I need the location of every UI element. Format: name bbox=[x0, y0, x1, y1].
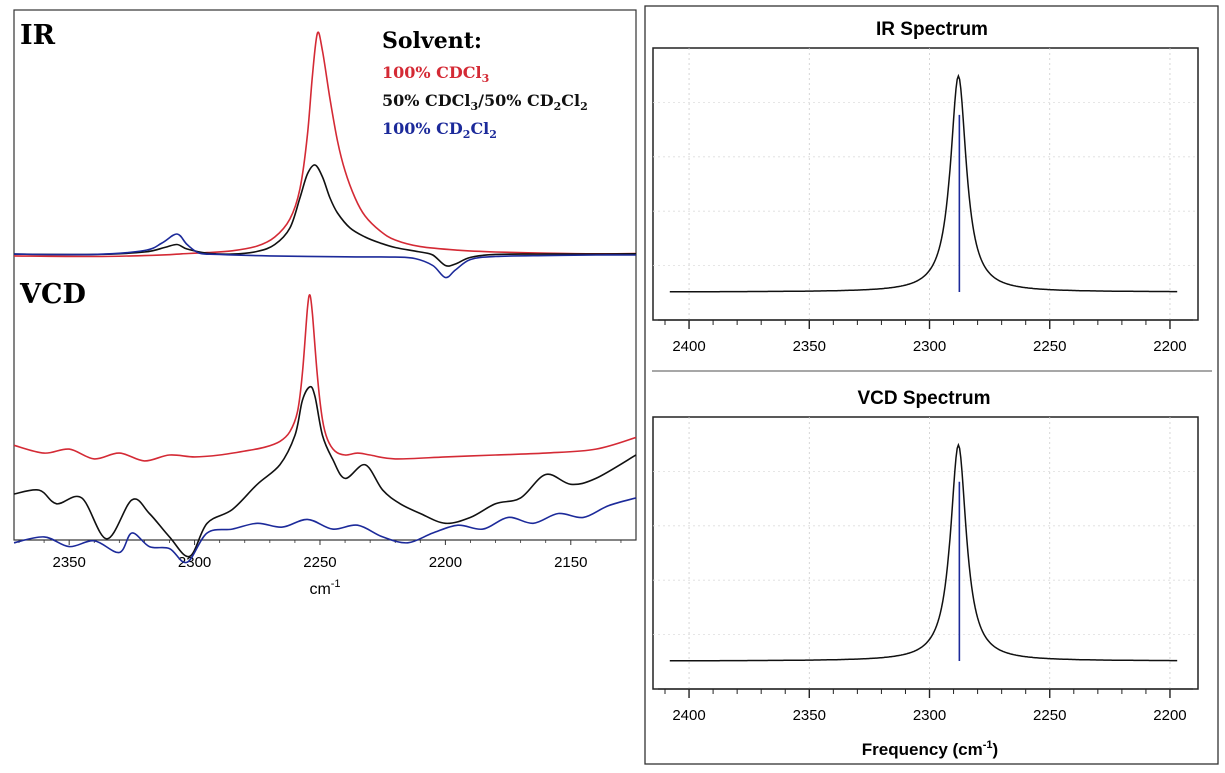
legend-entry-mixture-text: 50% CDCl bbox=[382, 91, 470, 110]
computed-x-axis-label: Frequency (cm-1) bbox=[862, 739, 998, 759]
computed-ir-chart: IR Spectrum 2400 2350 2300 2250 2200 bbox=[652, 19, 1199, 355]
computed-vcd-x-tick-label: 2400 bbox=[672, 707, 705, 724]
computed-vcd-title: VCD Spectrum bbox=[857, 388, 990, 409]
experimental-x-tick-label: 2300 bbox=[178, 554, 211, 571]
computed-vcd-plot-frame bbox=[652, 416, 1199, 690]
computed-vcd-spectrum-line bbox=[669, 442, 1178, 662]
computed-ir-curves bbox=[669, 73, 1178, 293]
experimental-vcd-series-line bbox=[13, 497, 637, 564]
computed-vcd-x-tick-label: 2300 bbox=[913, 707, 946, 724]
experimental-x-axis-label: cm-1 bbox=[309, 578, 340, 598]
experimental-vcd-series-line bbox=[13, 294, 637, 462]
computed-ir-x-tick-label: 2300 bbox=[913, 338, 946, 355]
experimental-plot-frame bbox=[13, 9, 637, 541]
solvent-legend: Solvent: 100% CDCl3 50% CDCl3/50% CD2Cl2… bbox=[382, 28, 588, 141]
experimental-x-axis-label-text: cm bbox=[309, 581, 330, 598]
legend-entry-mixture-sub3: 2 bbox=[580, 100, 588, 113]
legend-entry-mixture-sub2: 2 bbox=[554, 100, 562, 113]
experimental-x-tick-label: 2150 bbox=[554, 554, 587, 571]
computed-vcd-curves bbox=[669, 442, 1178, 662]
computed-panel: IR Spectrum 2400 2350 2300 2250 2200 VCD Spe… bbox=[644, 5, 1219, 765]
computed-ir-x-tick-label: 2350 bbox=[793, 338, 826, 355]
legend-entry-cd2cl2-tail: Cl bbox=[470, 119, 489, 138]
computed-ir-x-ticks: 2400 2350 2300 2250 2200 bbox=[658, 319, 1193, 355]
computed-ir-x-tick-label: 2250 bbox=[1033, 338, 1066, 355]
computed-vcd-chart: VCD Spectrum 2400 2350 2300 2250 2200 Freque… bbox=[652, 388, 1199, 759]
computed-vcd-x-ticks: 2400 2350 2300 2250 2200 bbox=[658, 688, 1193, 724]
legend-entry-cdcl3-sub: 3 bbox=[482, 72, 490, 85]
legend-entry-cd2cl2-sub1: 2 bbox=[463, 128, 471, 141]
experimental-series bbox=[13, 31, 637, 564]
experimental-vcd-series-line bbox=[13, 385, 637, 558]
experimental-panel: 2350 2300 2250 2200 2150 IR VCD Solvent: 100… bbox=[13, 9, 637, 598]
legend-entry-cd2cl2: 100% CD2Cl2 bbox=[382, 119, 497, 141]
computed-ir-spectrum-line bbox=[669, 73, 1178, 293]
legend-entry-cd2cl2-text: 100% CD bbox=[382, 119, 463, 138]
vcd-panel-label: VCD bbox=[19, 279, 86, 310]
computed-vcd-x-tick-label: 2350 bbox=[793, 707, 826, 724]
computed-panel-frame bbox=[644, 5, 1219, 765]
computed-ir-grid bbox=[653, 48, 1198, 320]
experimental-x-axis-label-sup: -1 bbox=[331, 578, 341, 590]
legend-entry-cdcl3-text: 100% CDCl bbox=[382, 63, 482, 82]
legend-entry-mixture: 50% CDCl3/50% CD2Cl2 bbox=[382, 91, 588, 113]
legend-entry-mixture-mid: /50% CD bbox=[478, 91, 554, 110]
legend-entry-cdcl3: 100% CDCl3 bbox=[382, 63, 489, 85]
computed-vcd-grid bbox=[653, 417, 1198, 689]
legend-entry-mixture-sub1: 3 bbox=[470, 100, 478, 113]
computed-ir-plot-frame bbox=[652, 47, 1199, 321]
computed-ir-title: IR Spectrum bbox=[876, 19, 988, 40]
legend-title: Solvent: bbox=[382, 28, 482, 54]
experimental-x-tick-label: 2200 bbox=[429, 554, 462, 571]
computed-x-axis-label-tail: ) bbox=[993, 740, 999, 759]
experimental-ir-series-line bbox=[13, 164, 637, 267]
legend-entry-cd2cl2-sub3: 2 bbox=[489, 128, 497, 141]
legend-entry-mixture-tail: Cl bbox=[561, 91, 580, 110]
experimental-x-ticks: 2350 2300 2250 2200 2150 bbox=[18, 540, 622, 571]
computed-x-axis-label-text: Frequency (cm bbox=[862, 740, 983, 759]
computed-x-axis-label-sup: -1 bbox=[983, 739, 993, 751]
computed-vcd-x-tick-label: 2250 bbox=[1033, 707, 1066, 724]
experimental-x-tick-label: 2250 bbox=[303, 554, 336, 571]
experimental-ir-series-line bbox=[13, 31, 637, 258]
computed-ir-x-tick-label: 2400 bbox=[672, 338, 705, 355]
computed-ir-x-tick-label: 2200 bbox=[1153, 338, 1186, 355]
computed-vcd-x-tick-label: 2200 bbox=[1153, 707, 1186, 724]
ir-panel-label: IR bbox=[20, 20, 56, 51]
experimental-x-tick-label: 2350 bbox=[52, 554, 85, 571]
experimental-ir-series-line bbox=[13, 233, 637, 279]
